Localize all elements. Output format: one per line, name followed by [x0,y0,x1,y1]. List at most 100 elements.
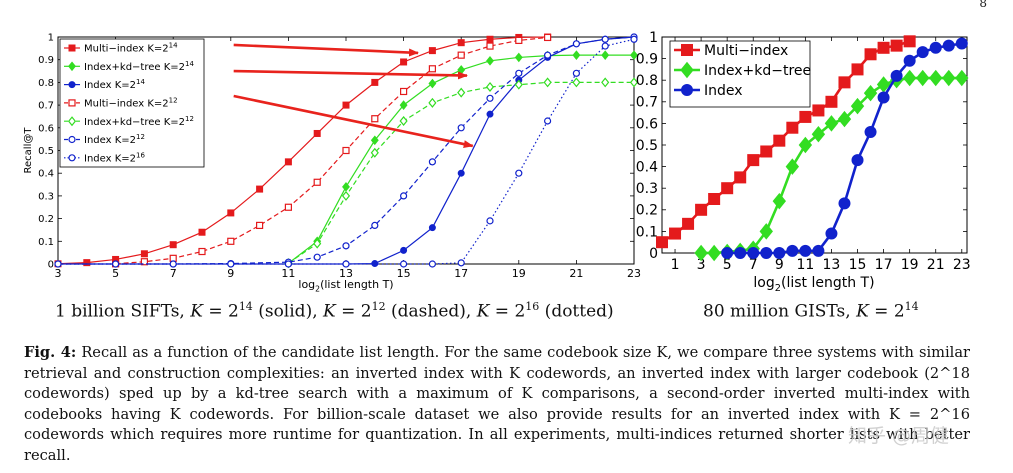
data-point [915,69,930,87]
y-tick-label: 1 [48,33,54,44]
data-point [825,95,838,108]
page-number: 8 [979,0,987,10]
data-point [457,65,466,75]
data-point [734,247,747,259]
legend-marker [68,61,76,72]
data-point [284,158,292,166]
data-point [457,124,465,132]
data-point [313,129,321,137]
data-point [601,35,609,43]
data-point [256,221,264,230]
legend-label: Index K=212 [84,133,145,146]
data-point [903,35,916,48]
data-point [486,217,494,225]
data-point [572,40,581,48]
data-point [227,260,235,268]
chart-panel-2: 00.10.20.30.40.50.60.70.80.911 3 5 7 9 11 13 15… [636,30,971,294]
subcaption-exponent: 12 [371,300,386,313]
data-point [284,203,292,211]
data-point [812,104,825,117]
data-point [428,65,436,73]
legend-marker [68,135,76,144]
y-tick-label: 0 [649,246,658,262]
data-point [929,41,942,54]
x-tick-label: 7 [749,257,758,273]
annotation-arrow [233,69,468,80]
data-point [371,221,379,230]
data-point [656,236,668,249]
y-tick-label: 0.1 [636,224,658,240]
data-point [169,260,177,268]
data-point [54,260,62,268]
series-1-7 [54,35,638,268]
data-point [140,250,148,258]
data-point [169,241,177,249]
x-tick-label: 1 [671,257,680,273]
y-tick-label: 0.8 [636,73,658,89]
series-line [57,36,548,265]
y-tick-label: 0.2 [38,214,54,225]
data-point [399,115,408,126]
y-tick-label: 0.5 [636,138,658,154]
x-tick-label: 9 [227,267,234,280]
data-point [760,145,773,158]
data-point [851,63,864,76]
data-point [515,36,523,45]
data-point [851,154,864,167]
data-point [428,260,436,268]
legend-marker [680,61,694,79]
x-tick-label: 3 [697,257,706,273]
y-axis-label: Recall@T [23,127,34,174]
chart-panel-1: 00.10.20.30.40.50.60.70.80.913 5 7 9 11 13 15 1… [23,33,641,294]
legend-label: Index+kd−tree [704,63,811,79]
subcaption-text: = 2 [489,301,526,322]
x-tick-label: 21 [927,257,945,273]
data-point [428,78,437,89]
y-tick-label: 0.6 [38,123,54,134]
data-point [342,101,350,109]
data-point [371,115,379,123]
data-point [601,42,609,50]
y-tick-label: 1 [649,30,658,46]
data-point [486,110,494,118]
data-point [669,227,682,240]
data-point [955,69,969,87]
data-point [747,247,760,259]
data-point [198,228,206,236]
data-point [400,58,408,66]
data-point [400,260,408,268]
figure-charts: 00.10.20.30.40.50.60.70.80.913 5 7 9 11 13 15 1… [23,30,971,294]
data-point [630,35,638,43]
x-tick-label: 5 [112,267,119,280]
series-2-3 [721,37,968,259]
data-point [916,46,929,59]
data-point [799,110,812,123]
y-tick-label: 0.7 [38,101,54,112]
legend-label: Index+kd−tree K=212 [84,115,194,128]
data-point [572,77,581,88]
data-point [772,192,787,210]
annotation-arrow [233,43,419,57]
annotation-arrow [233,94,474,149]
subcaption-text: K [856,301,869,322]
legend-marker [68,99,76,107]
data-point [485,81,495,92]
data-point [515,169,523,177]
x-tick-label: 9 [775,257,784,273]
watermark: 知乎 @周健 [848,425,950,447]
data-point [457,87,466,98]
data-point [601,77,610,88]
x-tick-label: 5 [723,257,732,273]
data-point [428,97,437,108]
subcaption-text: (dashed), [385,301,477,322]
y-tick-label: 0.9 [38,55,54,66]
data-point [256,185,264,193]
data-point [890,69,903,82]
data-point [428,224,436,232]
y-tick-label: 0.9 [636,52,658,68]
data-point [824,115,839,132]
data-point [694,244,708,262]
subcaption-exponent: 16 [525,300,540,313]
series-line [58,36,635,265]
subcaption-text: 1 billion SIFTs, [55,301,191,322]
